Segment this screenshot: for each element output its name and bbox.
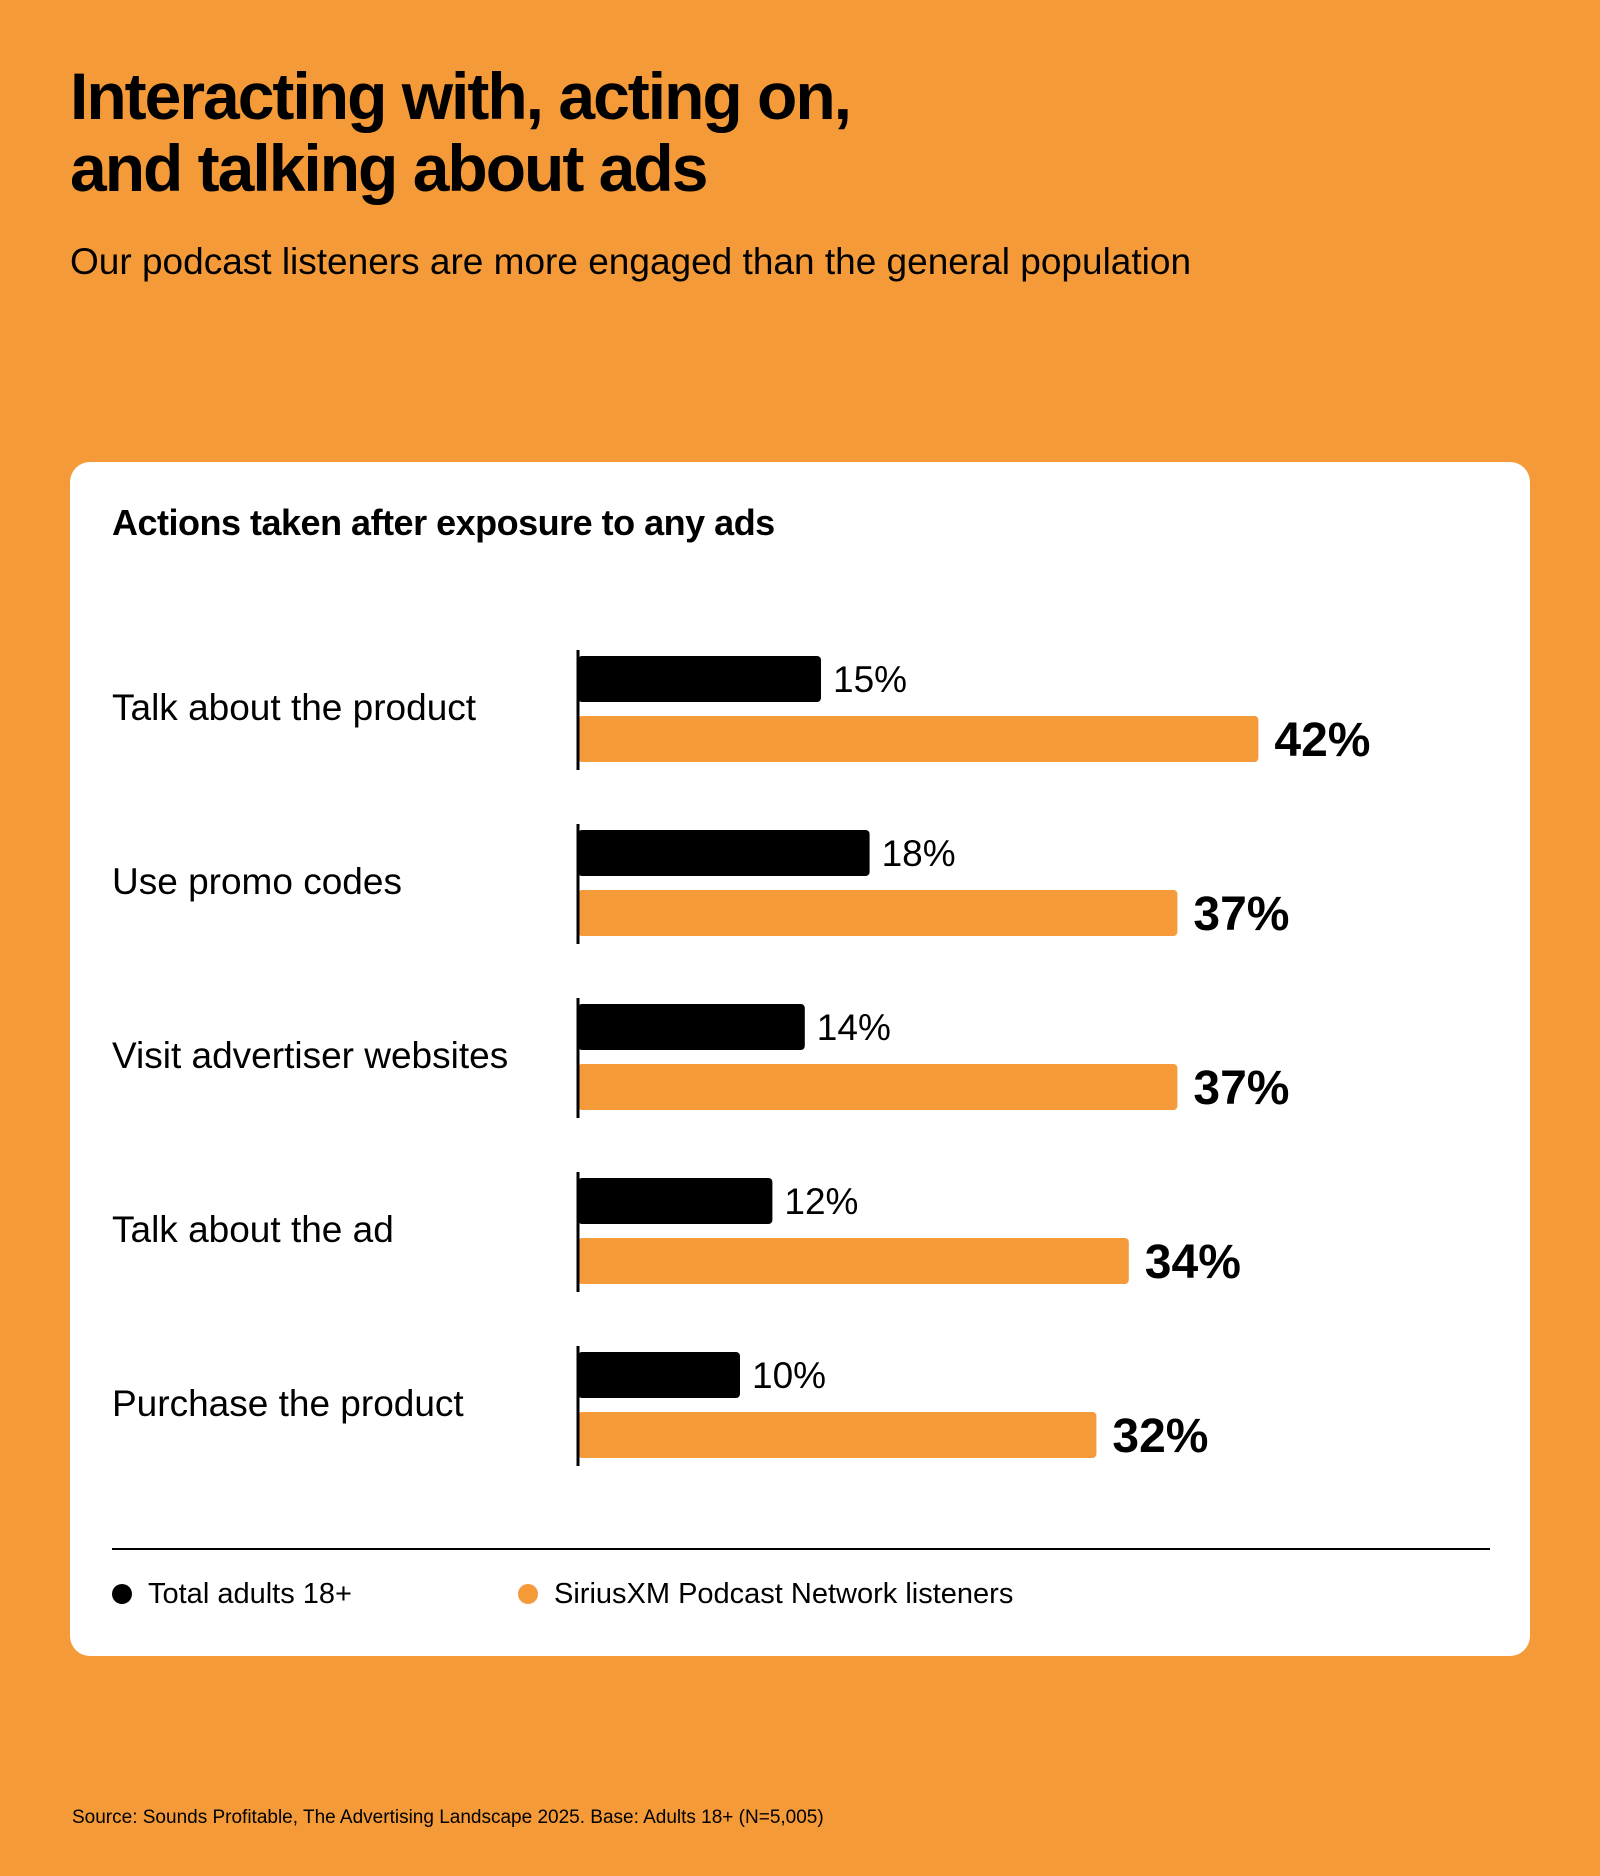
value-label-podcast-listeners: 32%: [1112, 1410, 1208, 1463]
page-subtitle: Our podcast listeners are more engaged t…: [70, 241, 1192, 282]
bar-chart: Talk about the product 15% 42% Use promo co…: [112, 650, 1370, 1466]
bar-total-adults: [578, 656, 821, 702]
value-label-total-adults: 18%: [882, 833, 956, 874]
legend-item-total-adults: Total adults 18+: [112, 1574, 352, 1614]
chart-card: Actions taken after exposure to any ads …: [70, 462, 1530, 1656]
category-label: Talk about the product: [112, 687, 477, 728]
legend-dot-black-icon: [112, 1584, 132, 1604]
bar-total-adults: [578, 1004, 805, 1050]
bar-podcast-listeners: [578, 890, 1178, 936]
bar-podcast-listeners: [578, 716, 1259, 762]
category-label: Talk about the ad: [112, 1209, 394, 1250]
page-title-line-1: Interacting with, acting on,: [70, 59, 852, 133]
legend-label-total-adults: Total adults 18+: [148, 1578, 352, 1610]
value-label-podcast-listeners: 37%: [1193, 1062, 1289, 1115]
bar-total-adults: [578, 1178, 773, 1224]
category-label: Use promo codes: [112, 861, 402, 902]
value-label-podcast-listeners: 37%: [1193, 888, 1289, 941]
bar-total-adults: [578, 1352, 740, 1398]
chart-title: Actions taken after exposure to any ads: [112, 502, 775, 543]
legend-item-podcast-listeners: SiriusXM Podcast Network listeners: [518, 1574, 1013, 1614]
value-label-total-adults: 14%: [817, 1007, 891, 1048]
value-label-total-adults: 15%: [833, 659, 907, 700]
chart-legend: Total adults 18+ SiriusXM Podcast Networ…: [112, 1574, 1490, 1614]
bar-total-adults: [578, 830, 870, 876]
value-label-podcast-listeners: 42%: [1274, 714, 1370, 767]
source-note: Source: Sounds Profitable, The Advertisi…: [72, 1807, 824, 1828]
page-title: Interacting with, acting on, and talking…: [70, 60, 1270, 204]
bar-podcast-listeners: [578, 1238, 1129, 1284]
page-title-line-2: and talking about ads: [70, 131, 708, 205]
legend-label-podcast-listeners: SiriusXM Podcast Network listeners: [554, 1578, 1014, 1610]
legend-divider: [112, 1548, 1490, 1550]
category-label: Purchase the product: [112, 1383, 464, 1424]
value-label-total-adults: 12%: [784, 1181, 858, 1222]
legend-dot-orange-icon: [518, 1584, 538, 1604]
bar-podcast-listeners: [578, 1064, 1178, 1110]
value-label-podcast-listeners: 34%: [1145, 1236, 1241, 1289]
bar-podcast-listeners: [578, 1412, 1097, 1458]
category-label: Visit advertiser websites: [112, 1035, 508, 1076]
value-label-total-adults: 10%: [752, 1355, 826, 1396]
